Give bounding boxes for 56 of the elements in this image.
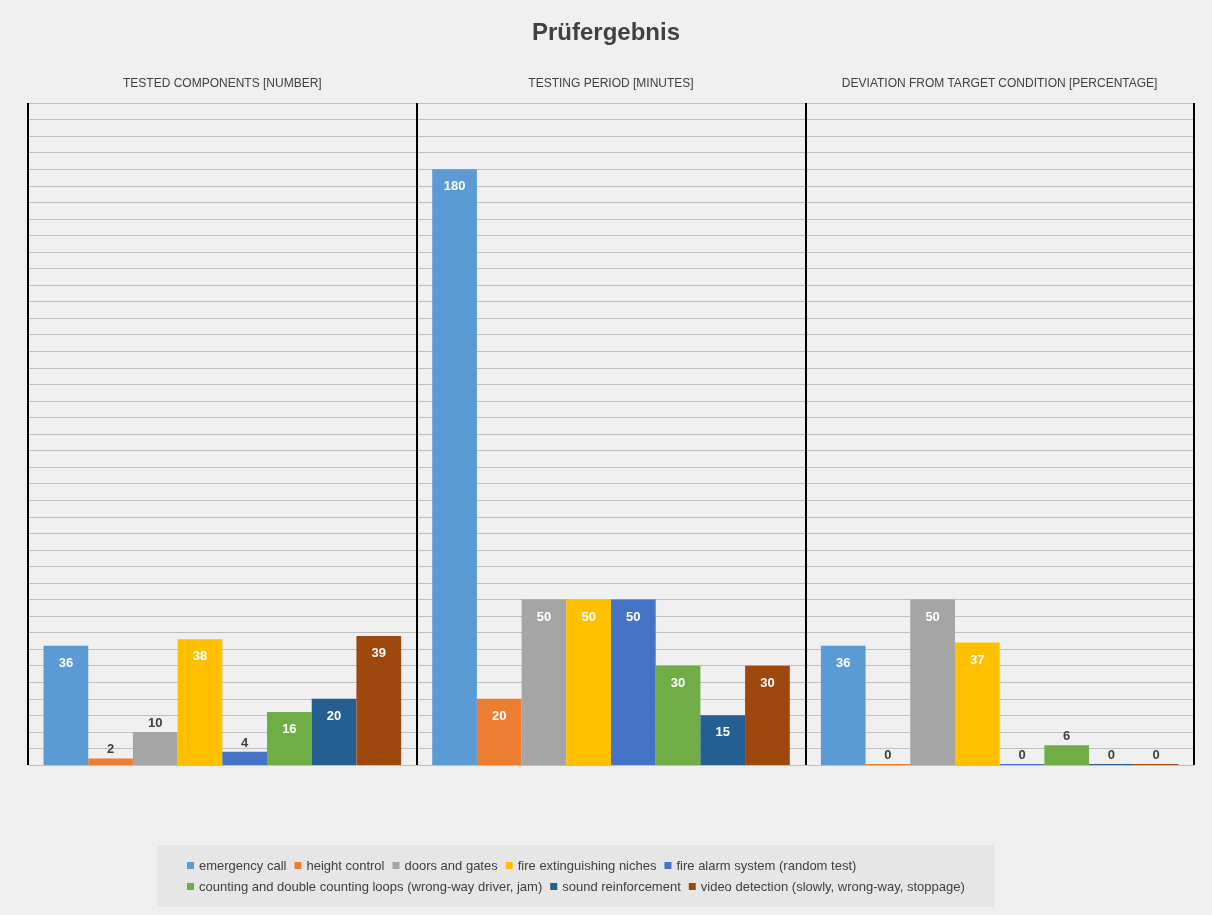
data-label: 36 <box>58 654 74 670</box>
data-label: 50 <box>536 608 552 624</box>
data-label: 0 <box>1152 747 1160 762</box>
bar <box>745 665 790 765</box>
bar <box>222 751 268 765</box>
bar <box>177 639 223 765</box>
bar <box>521 599 567 765</box>
data-label: 37 <box>970 651 985 667</box>
x-tick-label: TESTED COMPONENTS [NUMBER] <box>122 76 322 90</box>
legend-label: doors and gates <box>404 858 499 873</box>
bar <box>1044 745 1090 765</box>
bar <box>655 665 701 765</box>
bar <box>910 599 955 765</box>
data-label: 38 <box>192 648 208 664</box>
bar <box>476 698 522 765</box>
data-label: 30 <box>760 674 775 690</box>
data-label: 20 <box>326 707 342 723</box>
legend-label: emergency call <box>199 858 287 873</box>
bar <box>43 645 89 765</box>
data-label: 0 <box>884 747 892 762</box>
bar <box>611 599 656 765</box>
data-label: 50 <box>925 608 940 624</box>
bar <box>820 645 866 765</box>
legend-label: sound reinforcement <box>562 879 682 894</box>
data-label: 4 <box>241 734 250 750</box>
legend-label: height control <box>306 858 385 873</box>
data-label: 0 <box>1107 747 1116 762</box>
legend-label: fire extinguishing niches <box>517 858 657 873</box>
chart-title: Prüfergebnis <box>531 17 681 45</box>
bar <box>132 731 178 765</box>
bar <box>311 698 357 765</box>
x-tick-label: DEVIATION FROM TARGET CONDITION [PERCENTAGE] <box>841 76 1158 90</box>
bar <box>432 169 477 765</box>
legend-label: counting and double counting loops (wrong-way driver, jam) <box>199 879 543 894</box>
data-label: 16 <box>282 721 297 737</box>
data-label: 30 <box>670 674 686 690</box>
data-label: 39 <box>371 644 387 660</box>
data-label: 15 <box>715 724 730 740</box>
data-label: 50 <box>581 608 596 624</box>
bar <box>700 715 746 765</box>
data-label: 36 <box>835 654 851 670</box>
bar <box>566 599 611 765</box>
legend-label: video detection (slowly, wrong-way, stoppage) <box>700 879 965 894</box>
bar <box>954 642 1000 765</box>
bar <box>356 635 402 765</box>
x-tick-label: TESTING PERIOD [MINUTES] <box>528 76 694 90</box>
bar <box>88 758 133 765</box>
data-label: 0 <box>1018 747 1026 762</box>
data-label: 6 <box>1063 728 1071 744</box>
data-label: 50 <box>626 608 641 624</box>
data-label: 2 <box>106 741 115 757</box>
data-label: 180 <box>443 178 466 194</box>
bar <box>267 712 312 765</box>
legend-label: fire alarm system (random test) <box>676 858 857 873</box>
data-label: 20 <box>492 707 507 723</box>
data-label: 10 <box>148 714 163 730</box>
